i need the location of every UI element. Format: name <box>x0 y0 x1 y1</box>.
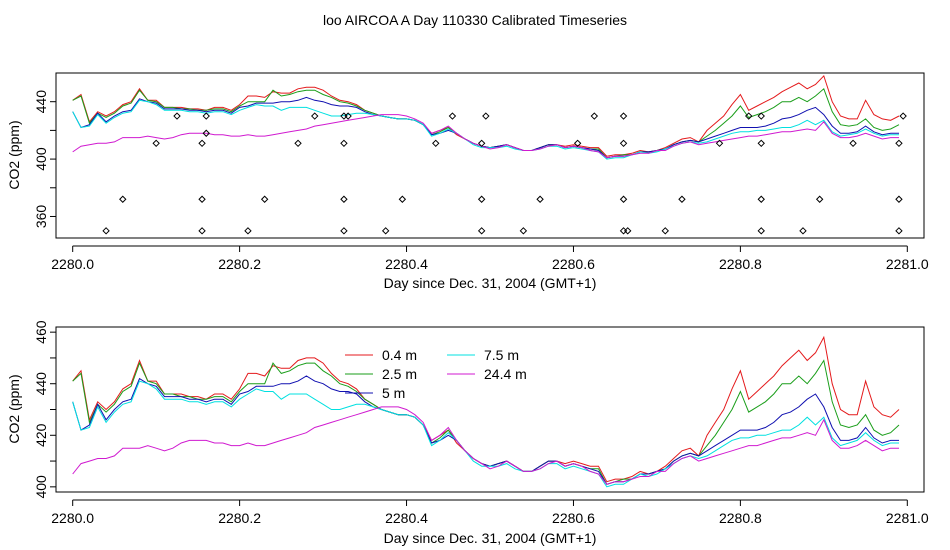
calibration-point <box>895 139 903 148</box>
calibration-point <box>895 195 903 203</box>
calibration-point <box>198 227 206 235</box>
top-y-tick-label: 360 <box>33 205 49 229</box>
top-y-axis: 360 400 440 <box>33 90 57 229</box>
calibration-point <box>340 139 348 148</box>
top-series-line-0_4m <box>72 74 900 157</box>
calibration-point <box>619 195 628 203</box>
calibration-point <box>661 227 669 235</box>
calibration-point <box>678 195 686 203</box>
calibration-point <box>573 139 582 148</box>
calibration-point <box>619 139 628 148</box>
bottom-x-axis-label: Day since Dec. 31, 2004 (GMT+1) <box>384 530 597 546</box>
calibration-point <box>198 139 206 148</box>
bottom-y-tick-label: 420 <box>33 423 49 447</box>
bottom-x-tick-label: 2280.4 <box>385 510 428 526</box>
top-y-tick-label: 440 <box>33 90 49 114</box>
top-panel: 2280.0 2280.2 2280.4 2280.6 2280.8 2281.0 360… <box>6 72 929 291</box>
bottom-y-tick-label: 440 <box>33 372 49 396</box>
top-x-axis: 2280.0 2280.2 2280.4 2280.6 2280.8 2281.0 <box>51 245 929 272</box>
calibration-point <box>340 227 348 235</box>
top-x-tick-label: 2280.0 <box>51 256 94 272</box>
calibration-point <box>202 112 210 120</box>
calibration-point <box>477 195 486 203</box>
calibration-point <box>619 227 628 235</box>
calibration-point <box>849 139 857 148</box>
calibration-point <box>590 112 599 120</box>
legend: 0.4 m 2.5 m 5 m 7.5 m 24.4 m <box>345 347 527 401</box>
calibration-point <box>757 139 765 148</box>
calibration-point <box>448 112 457 120</box>
bottom-x-tick-label: 2280.8 <box>719 510 762 526</box>
top-y-axis-label: CO2 (ppm) <box>6 120 22 189</box>
calibration-point <box>119 195 127 203</box>
bottom-y-tick-label: 400 <box>33 475 49 499</box>
calibration-point <box>815 195 824 203</box>
calibration-point <box>244 227 252 235</box>
bottom-y-axis-label: CO2 (ppm) <box>6 374 22 443</box>
bottom-x-tick-label: 2280.6 <box>552 510 595 526</box>
calibration-point <box>102 227 110 235</box>
bottom-x-tick-label: 2280.0 <box>51 510 94 526</box>
bottom-x-tick-label: 2281.0 <box>886 510 929 526</box>
top-x-axis-label: Day since Dec. 31, 2004 (GMT+1) <box>384 275 597 291</box>
bottom-series-lines <box>72 335 900 488</box>
figure-title: loo AIRCOA A Day 110330 Calibrated Times… <box>323 12 627 28</box>
calibration-point <box>477 227 486 235</box>
calibration-point <box>311 112 319 120</box>
bottom-series-line-24_4m <box>72 406 899 485</box>
calibration-point <box>398 195 407 203</box>
calibration-point <box>757 227 765 235</box>
calibration-point <box>619 112 628 120</box>
bottom-x-tick-label: 2280.2 <box>218 510 261 526</box>
top-x-tick-label: 2280.4 <box>385 256 428 272</box>
top-calibration-points <box>102 112 907 235</box>
bottom-y-axis: 400 420 440 460 <box>33 320 57 499</box>
calibration-point <box>745 112 753 120</box>
calibration-point <box>799 227 807 235</box>
bottom-panel: 2280.0 2280.2 2280.4 2280.6 2280.8 2281.0 400… <box>6 320 929 546</box>
legend-label: 24.4 m <box>484 366 527 382</box>
top-series-lines <box>72 74 900 160</box>
calibration-point <box>536 195 544 203</box>
calibration-point <box>340 195 348 203</box>
calibration-point <box>198 195 206 203</box>
calibration-point <box>432 139 440 148</box>
calibration-point <box>624 227 632 235</box>
top-series-line-5m <box>72 96 899 159</box>
top-series-line-24_4m <box>72 114 899 159</box>
calibration-point <box>381 227 390 235</box>
legend-label: 5 m <box>382 385 405 401</box>
calibration-point <box>757 112 765 120</box>
bottom-series-line-5m <box>72 375 899 485</box>
calibration-point <box>899 112 907 120</box>
top-x-tick-label: 2281.0 <box>886 256 929 272</box>
legend-label: 7.5 m <box>484 347 519 363</box>
top-x-tick-label: 2280.2 <box>218 256 261 272</box>
calibration-point <box>202 129 210 137</box>
calibration-point <box>757 195 765 203</box>
calibration-point <box>895 227 903 235</box>
top-plot-frame <box>55 72 925 239</box>
calibration-point <box>173 112 181 120</box>
calibration-point <box>477 139 486 148</box>
calibration-point <box>715 139 724 148</box>
bottom-y-tick-label: 460 <box>33 320 49 344</box>
calibration-point <box>294 139 302 148</box>
calibration-point <box>344 112 352 120</box>
bottom-x-axis: 2280.0 2280.2 2280.4 2280.6 2280.8 2281.0 <box>51 499 929 526</box>
calibration-point <box>260 195 269 203</box>
calibration-point <box>519 227 528 235</box>
calibration-point <box>152 139 160 148</box>
legend-label: 0.4 m <box>382 347 417 363</box>
legend-label: 2.5 m <box>382 366 417 382</box>
top-x-tick-label: 2280.8 <box>719 256 762 272</box>
top-x-tick-label: 2280.6 <box>552 256 595 272</box>
top-y-tick-label: 400 <box>33 147 49 171</box>
calibration-point <box>482 112 490 120</box>
